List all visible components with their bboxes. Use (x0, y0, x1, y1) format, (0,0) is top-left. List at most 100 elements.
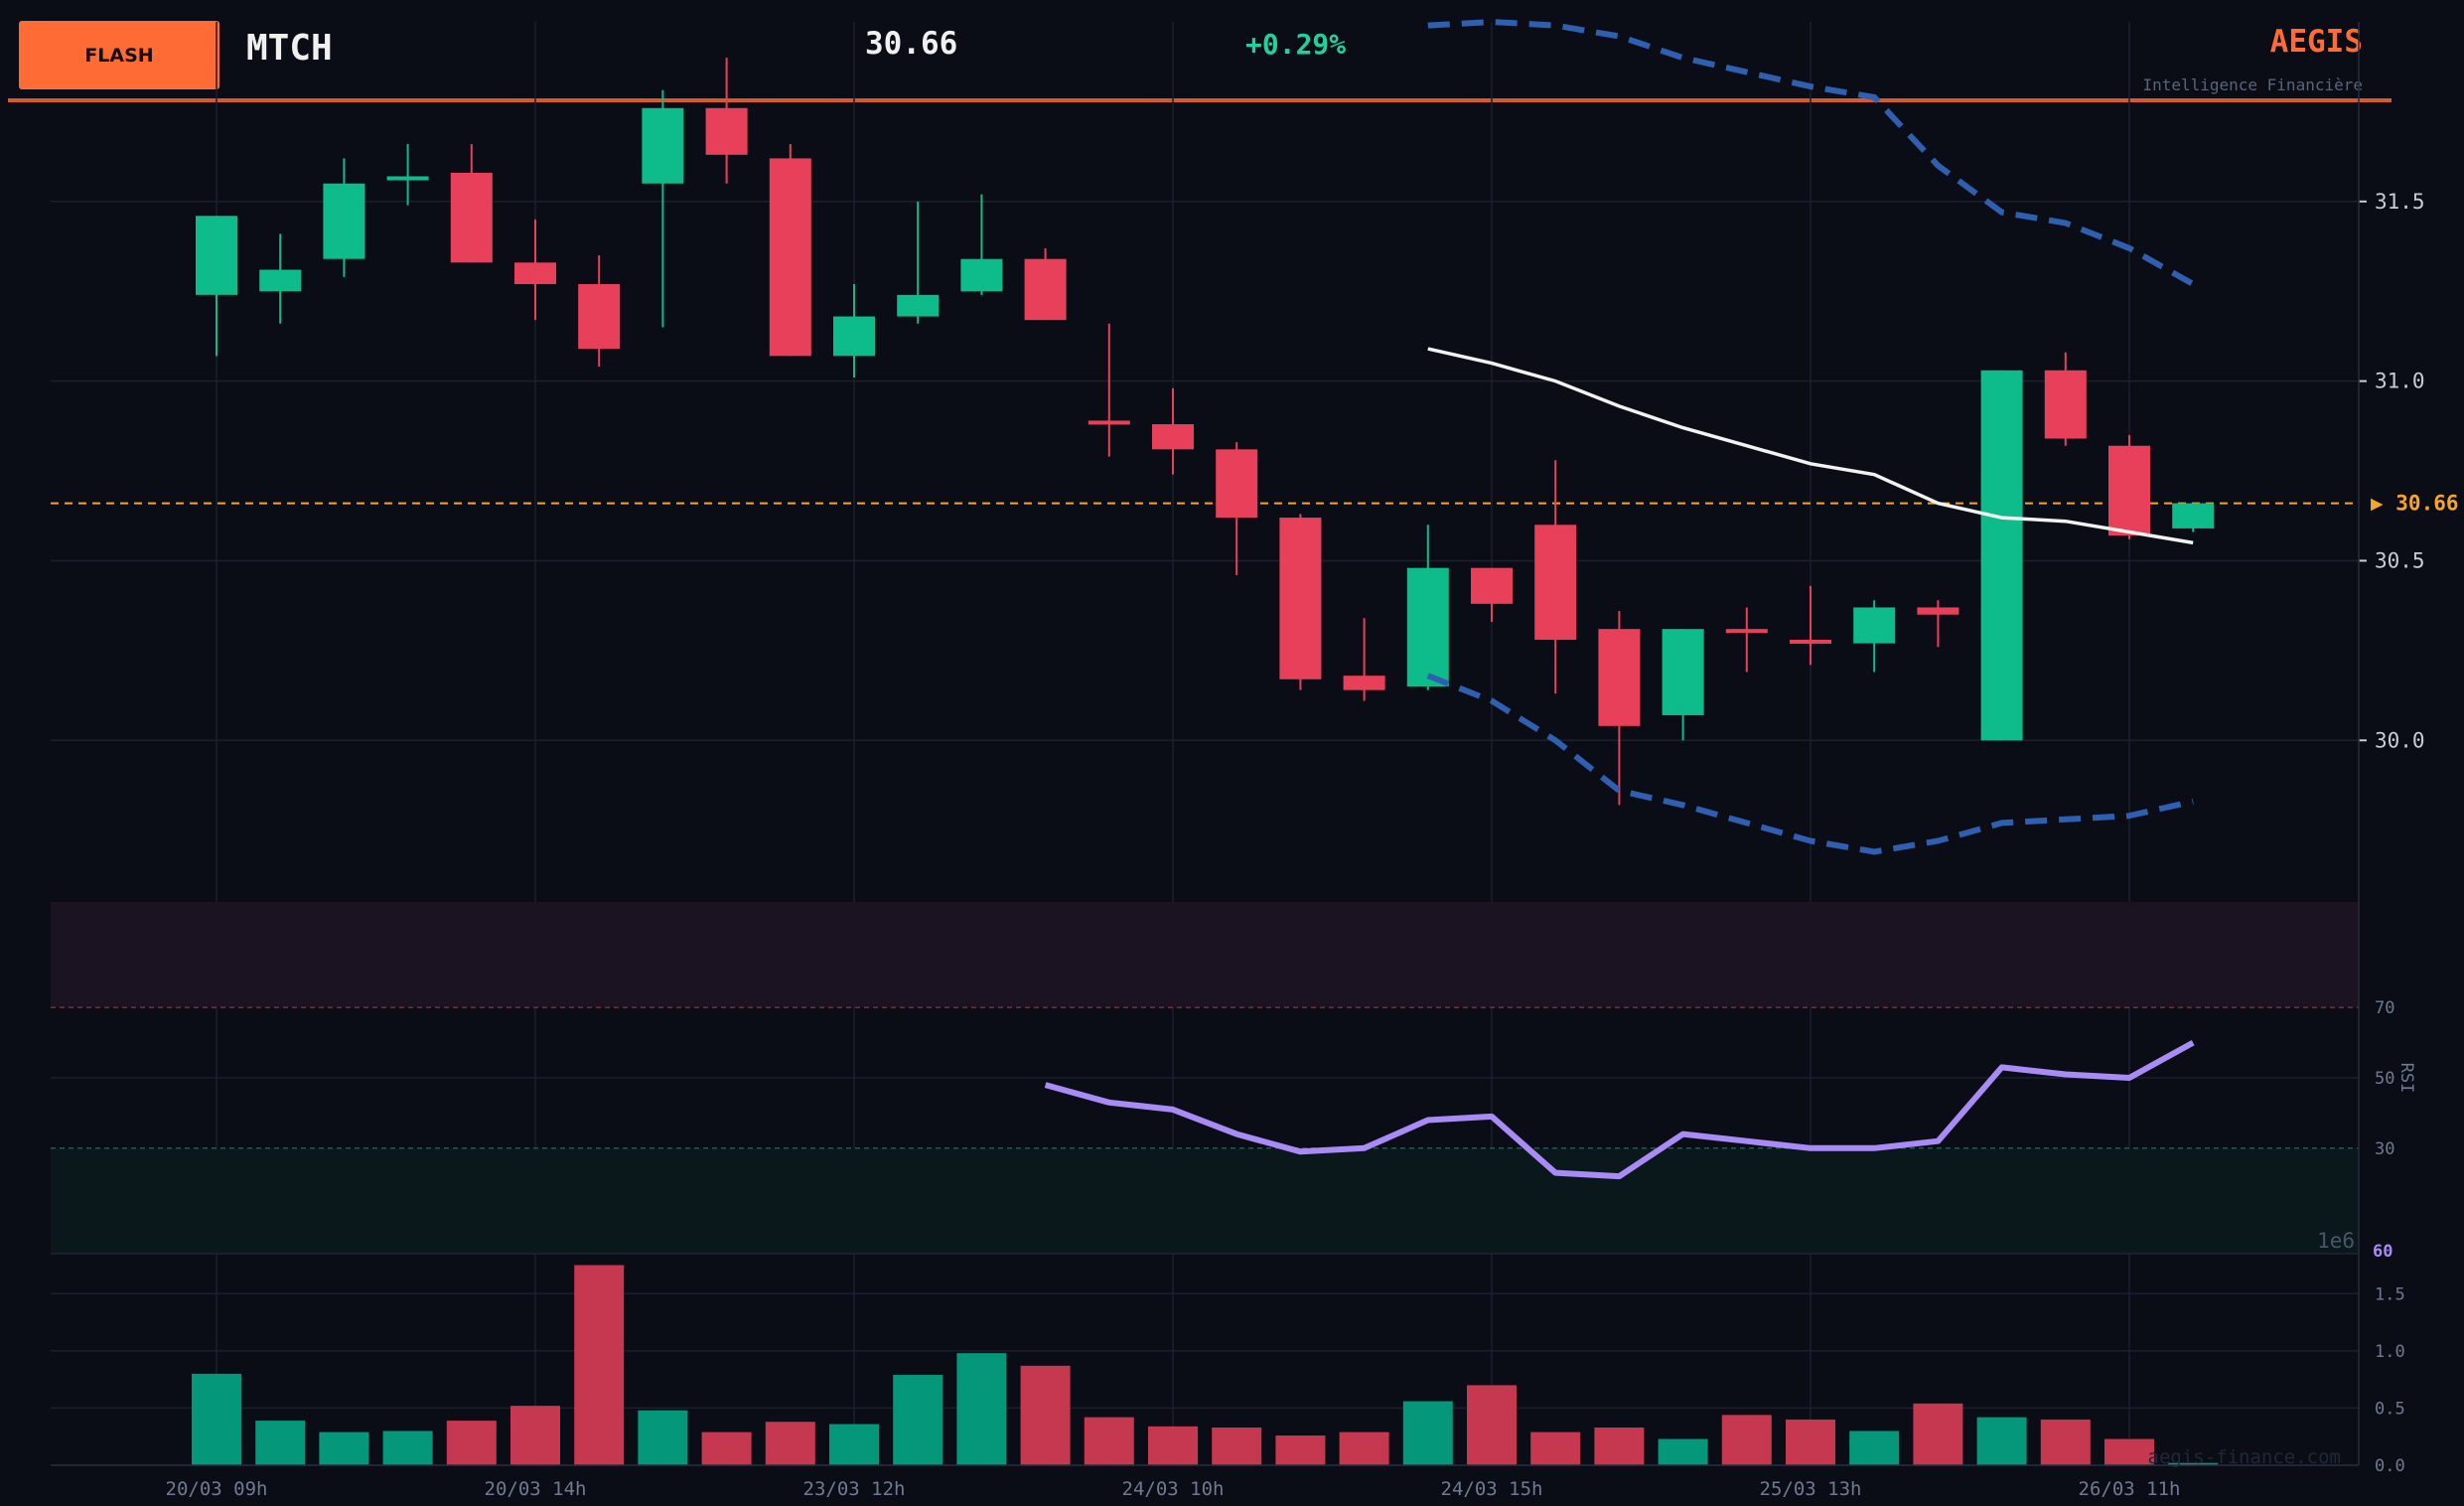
volume-bar (255, 1421, 306, 1465)
candle-body (1917, 607, 1959, 615)
candle-body (1024, 258, 1067, 321)
volume-scale-label: 1e6 (2317, 1229, 2355, 1253)
header-divider (8, 98, 2392, 102)
rsi-oversold-zone (51, 1147, 2359, 1254)
candle-body (705, 107, 748, 155)
rsi-overbought-zone (51, 902, 2359, 1008)
bollinger-upper-line (1427, 18, 2195, 287)
volume-tick-label: 0.5 (2375, 1399, 2405, 1419)
volume-bar (1530, 1431, 1581, 1465)
candle-body (1598, 629, 1641, 726)
candle-body (897, 294, 940, 317)
candle-body (642, 107, 684, 184)
volume-bar (2104, 1438, 2154, 1465)
candle-body (1534, 525, 1577, 641)
candle-body (1152, 424, 1194, 450)
x-tick-label: 26/03 11h (2079, 1478, 2181, 1500)
volume-bar (574, 1265, 625, 1465)
volume-bar (2168, 1462, 2219, 1465)
brand-tagline: Intelligence Financière (2142, 75, 2363, 94)
x-tick-label: 24/03 15h (1441, 1478, 1543, 1500)
volume-bar (1148, 1426, 1198, 1465)
price-change: +0.29% (1245, 28, 1347, 61)
rsi-last-value: 60 (2373, 1242, 2392, 1262)
volume-bar (765, 1422, 815, 1465)
volume-bar (1849, 1431, 1900, 1465)
volume-panel: 0.0 0.5 1.0 1.5 1e6 (51, 1229, 2405, 1476)
volume-bar (1467, 1385, 1517, 1465)
volume-bar (638, 1410, 688, 1465)
flash-badge: FLASH (19, 21, 219, 89)
volume-bar (1275, 1435, 1326, 1465)
volume-tick-label: 0.0 (2375, 1456, 2405, 1476)
candle-body (323, 183, 365, 259)
candle-body (1725, 629, 1768, 634)
candle-body (1343, 676, 1385, 690)
candle-body (1471, 567, 1513, 604)
candle-body (1087, 420, 1130, 425)
x-axis: 20/03 09h 20/03 14h 23/03 12h 24/03 10h 24/0… (51, 1464, 2359, 1500)
candle-body (1853, 607, 1896, 644)
x-tick-label: 20/03 14h (485, 1478, 587, 1500)
candle-body (1790, 640, 1831, 645)
candle-body (960, 258, 1003, 292)
volume-bar (2040, 1419, 2091, 1465)
volume-bar (1339, 1431, 1389, 1465)
volume-bar (829, 1424, 879, 1465)
volume-bar (1020, 1365, 1071, 1465)
volume-bar (319, 1431, 369, 1465)
price-panel: 30.0 30.5 31.0 31.5 ▶ 30.66 (51, 18, 2459, 1465)
volume-bar (1786, 1419, 1835, 1465)
volume-bar (893, 1375, 943, 1465)
bollinger-lower-line (1426, 673, 2194, 855)
watermark: aegis-finance.com (2147, 1446, 2341, 1468)
price-tick-label: 30.0 (2375, 728, 2425, 752)
candle-body (833, 316, 875, 357)
volume-bar (192, 1373, 241, 1465)
volume-bar (382, 1431, 433, 1465)
volume-bar (1913, 1403, 1963, 1465)
rsi-line (1044, 1039, 2195, 1180)
volume-bar (1721, 1415, 1772, 1465)
x-tick-label: 25/03 13h (1760, 1478, 1862, 1500)
volume-bar (1402, 1401, 1453, 1465)
chart-header: FLASH MTCH 30.66 +0.29% AEGIS Intelligen… (0, 0, 2464, 103)
candle-body (578, 283, 621, 350)
volume-bar (701, 1431, 752, 1465)
candle-body (769, 158, 811, 357)
brand-logo: AEGIS (2269, 24, 2363, 60)
candle-body (2108, 445, 2150, 536)
price-tick-label: 30.5 (2375, 548, 2425, 572)
volume-bar (1212, 1428, 1262, 1465)
candle-body (1406, 567, 1449, 687)
candle-body (514, 262, 556, 284)
x-tick-label: 24/03 10h (1122, 1478, 1225, 1500)
rsi-tick-label: 50 (2375, 1069, 2394, 1089)
x-tick-label: 20/03 09h (166, 1478, 268, 1500)
volume-bar (1976, 1417, 2027, 1465)
candle-body (196, 216, 237, 295)
candle-body (259, 269, 302, 292)
volume-bar (1084, 1417, 1134, 1465)
candle-body (2044, 370, 2087, 439)
volume-bar (446, 1421, 497, 1465)
candle-body (1279, 518, 1322, 679)
sma-line (1427, 347, 2194, 545)
volume-tick-label: 1.0 (2375, 1342, 2405, 1362)
ticker-symbol: MTCH (246, 28, 333, 69)
volume-bar (1594, 1428, 1645, 1465)
volume-tick-label: 1.5 (2375, 1284, 2405, 1304)
rsi-panel: 30 50 70 RSI 60 (51, 902, 2416, 1262)
candle-body (1980, 370, 2023, 741)
volume-bar (956, 1353, 1007, 1465)
candle-body (386, 176, 429, 181)
candle-body (450, 172, 493, 263)
price-tick-label: 31.5 (2375, 190, 2425, 214)
current-price: 30.66 (865, 26, 958, 62)
candle-body (2172, 503, 2215, 528)
price-tick-label: 31.0 (2375, 370, 2425, 393)
volume-bar (510, 1406, 560, 1465)
rsi-axis-label: RSI (2396, 1063, 2416, 1094)
x-tick-label: 23/03 12h (803, 1478, 906, 1500)
